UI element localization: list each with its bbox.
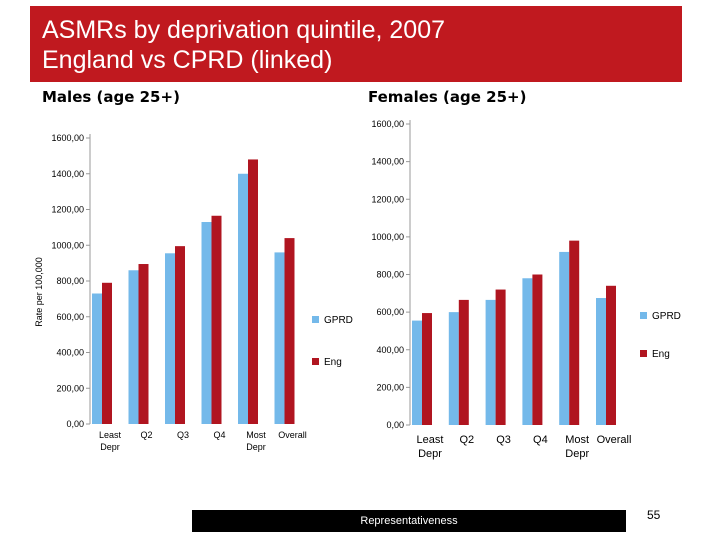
females-category-label: Depr: [565, 448, 589, 460]
females-legend-swatch-eng: [640, 350, 647, 357]
males-category-label: Overall: [278, 430, 307, 440]
title-bar: ASMRs by deprivation quintile, 2007 Engl…: [30, 6, 682, 82]
males-category-label: Least: [99, 430, 122, 440]
males-y-tick-label: 1600,00: [51, 133, 84, 143]
males-bar-gprd: [201, 222, 212, 424]
males-legend-label-eng: Eng: [324, 357, 342, 368]
males-legend-swatch-eng: [312, 358, 319, 365]
footer-text: Representativeness: [360, 515, 458, 527]
females-y-tick-label: 1200,00: [371, 194, 404, 204]
males-category-label: Q2: [140, 430, 152, 440]
females-bar-gprd: [412, 320, 422, 425]
females-bar-eng: [606, 285, 616, 425]
females-legend-swatch-gprd: [640, 312, 647, 319]
females-bar-eng: [569, 240, 580, 425]
females-y-tick-label: 600,00: [376, 307, 404, 317]
males-category-label: Most: [246, 430, 266, 440]
males-y-axis-label: Rate per 100,000: [34, 257, 44, 327]
females-legend-label-eng: Eng: [652, 349, 670, 360]
footer-bar: Representativeness: [192, 510, 626, 532]
females-bar-gprd: [522, 278, 533, 425]
females-category-label: Q4: [533, 434, 548, 446]
females-bar-eng: [458, 299, 469, 425]
females-bar-eng: [422, 313, 432, 425]
males-bar-eng: [138, 264, 149, 424]
males-bar-eng: [248, 159, 258, 424]
males-category-label: Depr: [246, 442, 266, 452]
females-y-tick-label: 800,00: [376, 270, 404, 280]
males-y-tick-label: 600,00: [56, 312, 84, 322]
females-bar-gprd: [448, 312, 459, 425]
males-y-tick-label: 400,00: [56, 348, 84, 358]
females-bar-eng: [532, 274, 543, 425]
females-category-label: Q3: [496, 434, 511, 446]
females-y-tick-label: 0,00: [386, 420, 404, 430]
females-bar-gprd: [596, 298, 606, 425]
females-category-label: Q2: [459, 434, 474, 446]
females-category-label: Least: [417, 434, 444, 446]
males-y-tick-label: 1000,00: [51, 240, 84, 250]
males-bar-gprd: [274, 252, 285, 424]
males-bar-eng: [175, 246, 185, 424]
males-legend-swatch-gprd: [312, 316, 319, 323]
males-y-tick-label: 1400,00: [51, 169, 84, 179]
males-y-tick-label: 1200,00: [51, 205, 84, 215]
females-y-tick-label: 1400,00: [371, 157, 404, 167]
females-y-tick-label: 200,00: [376, 382, 404, 392]
females-category-label: Overall: [597, 434, 632, 446]
females-y-tick-label: 1000,00: [371, 232, 404, 242]
males-y-tick-label: 800,00: [56, 276, 84, 286]
males-y-tick-label: 0,00: [66, 419, 84, 429]
males-bar-gprd: [165, 253, 175, 424]
page-number: 55: [647, 508, 661, 522]
slide-title-line-2: England vs CPRD (linked): [42, 46, 333, 74]
females-y-tick-label: 400,00: [376, 345, 404, 355]
females-category-label: Most: [565, 434, 589, 446]
females-bar-gprd: [559, 251, 570, 425]
females-chart-title: Females (age 25+): [368, 88, 527, 106]
females-legend-label-gprd: GPRD: [652, 311, 681, 322]
males-category-label: Depr: [100, 442, 120, 452]
males-bar-eng: [284, 238, 295, 424]
females-category-label: Depr: [418, 448, 442, 460]
males-y-tick-label: 200,00: [56, 383, 84, 393]
males-bar-eng: [102, 282, 112, 424]
slide-title-line-1: ASMRs by deprivation quintile, 2007: [42, 16, 446, 44]
males-category-label: Q4: [213, 430, 225, 440]
males-bar-gprd: [238, 173, 248, 424]
males-chart-title: Males (age 25+): [42, 88, 180, 106]
males-category-label: Q3: [177, 430, 189, 440]
males-legend-label-gprd: GPRD: [324, 315, 353, 326]
males-bar-gprd: [92, 293, 102, 424]
females-bar-eng: [495, 289, 506, 425]
females-y-tick-label: 1600,00: [371, 119, 404, 129]
males-bar-eng: [211, 215, 222, 424]
females-bar-gprd: [485, 299, 496, 425]
males-bar-gprd: [128, 270, 139, 424]
